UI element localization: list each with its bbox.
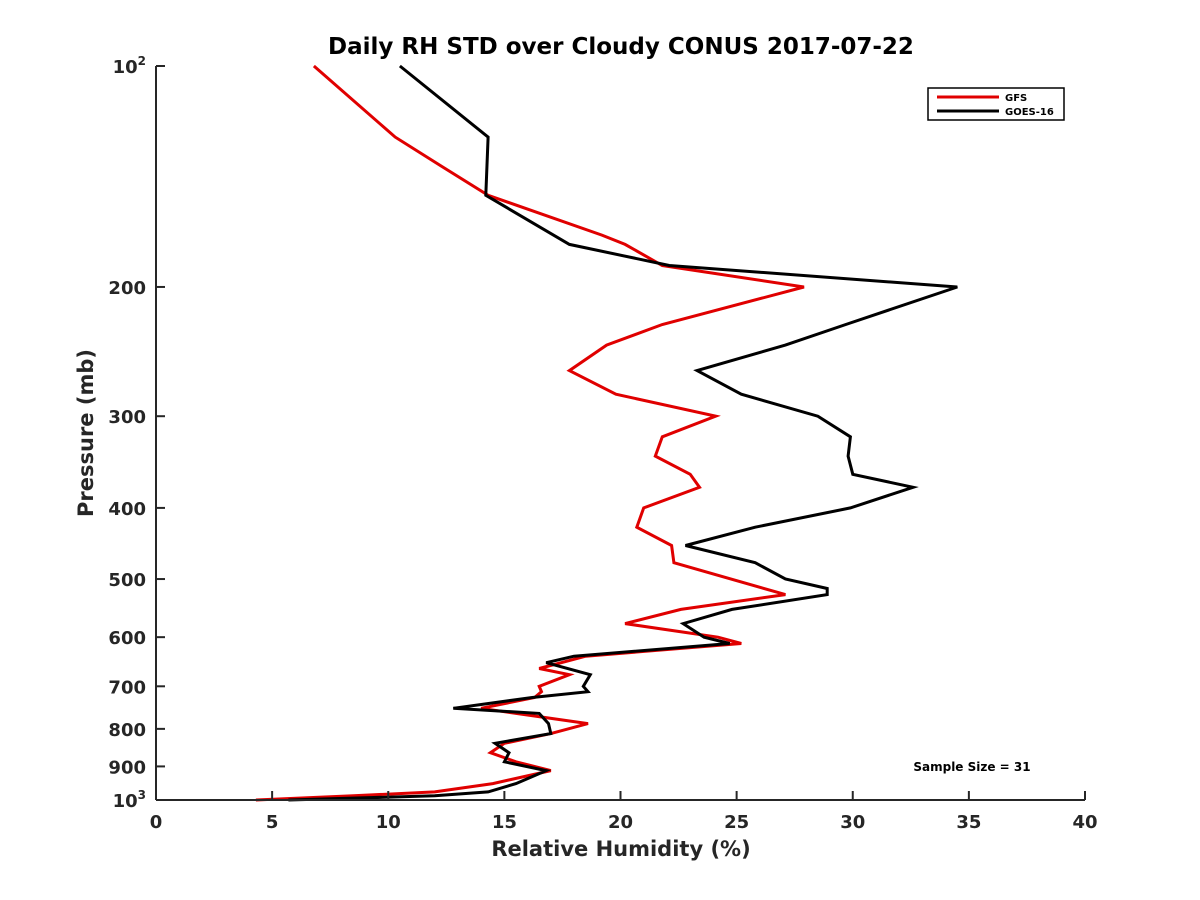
- y-tick-label: 400: [108, 499, 146, 520]
- legend: GFS GOES-16: [927, 87, 1065, 121]
- x-tick-label: 10: [376, 812, 401, 833]
- x-tick-label: 0: [150, 812, 163, 833]
- x-tick-label: 15: [492, 812, 517, 833]
- series-line-goes16: [288, 64, 958, 802]
- y-tick-label: 103: [113, 788, 146, 812]
- y-tick-label: 900: [108, 757, 146, 778]
- x-tick-label: 5: [266, 812, 279, 833]
- y-axis-label: Pressure (mb): [74, 349, 98, 517]
- axes-layer: 0 5 10 15 20 25 30 35 40 102 200 300 400 500 600 700 800…: [108, 54, 1097, 833]
- x-tick-label: 30: [840, 812, 865, 833]
- series-line-gfs: [255, 64, 805, 802]
- series-layer: [255, 64, 958, 802]
- sample-size-annotation: Sample Size = 31: [913, 760, 1030, 774]
- y-tick-label: 102: [113, 54, 146, 78]
- y-tick-label: 200: [108, 278, 146, 299]
- legend-label-gfs: GFS: [1005, 93, 1027, 104]
- x-axis-label: Relative Humidity (%): [491, 837, 750, 861]
- y-tick-label: 800: [108, 720, 146, 741]
- legend-box: [927, 87, 1065, 121]
- legend-label-goes16: GOES-16: [1005, 107, 1054, 118]
- x-tick-label: 25: [724, 812, 749, 833]
- y-tick-label: 700: [108, 677, 146, 698]
- x-tick-label: 40: [1072, 812, 1097, 833]
- chart-title: Daily RH STD over Cloudy CONUS 2017-07-2…: [328, 34, 914, 60]
- x-tick-label: 35: [956, 812, 981, 833]
- y-tick-label: 300: [108, 407, 146, 428]
- y-tick-label: 600: [108, 628, 146, 649]
- y-tick-label: 500: [108, 570, 146, 591]
- x-tick-label: 20: [608, 812, 633, 833]
